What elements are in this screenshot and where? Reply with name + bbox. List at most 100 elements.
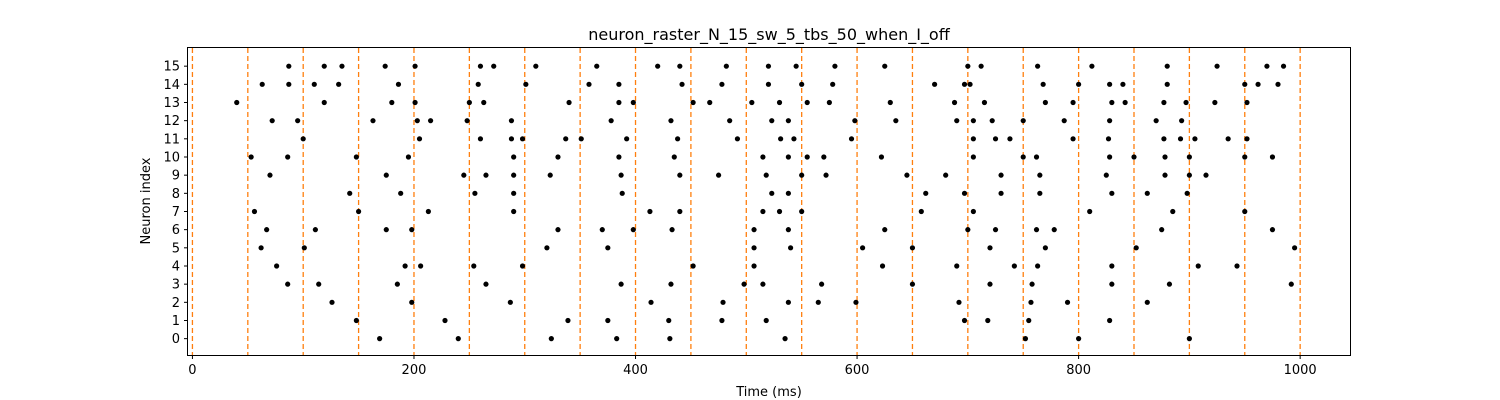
spike-point [264, 227, 270, 233]
spike-point [987, 245, 993, 251]
spike-point [776, 99, 783, 106]
spike-point [769, 190, 775, 196]
spike-point [970, 154, 976, 160]
spike-point [565, 317, 571, 324]
spike-point [690, 99, 696, 106]
spike-point [483, 172, 489, 178]
spike-point [491, 63, 497, 69]
spike-point [1070, 136, 1076, 142]
spike-point [1203, 172, 1209, 178]
spike-point [234, 99, 240, 106]
spike-point [321, 63, 327, 69]
spike-point [586, 81, 592, 87]
spike-point [619, 190, 625, 196]
y-tick-label: 15 [163, 60, 180, 75]
spike-point [511, 190, 517, 196]
spike-point [409, 227, 415, 233]
spike-point [1033, 154, 1040, 160]
spike-point [904, 172, 910, 178]
spike-point [799, 172, 805, 178]
spike-point [1107, 81, 1113, 87]
spike-point [630, 99, 636, 106]
y-tick-label: 9 [172, 169, 180, 184]
spike-point [823, 172, 829, 178]
spike-point [878, 154, 885, 160]
spike-point [785, 118, 791, 124]
spike-point [852, 118, 858, 124]
spike-point [412, 99, 418, 106]
spike-point [1269, 227, 1276, 233]
spike-point [295, 118, 301, 124]
spike-point [605, 245, 611, 251]
spike-point [987, 281, 993, 287]
spike-point [511, 154, 517, 160]
spike-point [799, 81, 805, 87]
spike-point [1020, 154, 1026, 160]
spike-point [763, 172, 769, 178]
spike-point [769, 118, 775, 124]
spike-point [961, 81, 968, 87]
spike-point [1162, 154, 1168, 160]
y-tick-label: 10 [163, 150, 180, 165]
spike-point [1159, 227, 1165, 233]
spike-point [666, 317, 672, 324]
spike-point [285, 281, 291, 287]
plot-frame [187, 47, 1351, 356]
spike-point [1042, 245, 1048, 251]
spike-point [1177, 136, 1184, 142]
spike-point [741, 281, 747, 287]
spike-point [918, 208, 924, 215]
spike-point [1212, 99, 1218, 106]
spike-point [544, 245, 550, 251]
spike-point [382, 63, 388, 69]
spike-point [998, 172, 1004, 178]
y-tick-label: 2 [172, 296, 180, 311]
spike-point [608, 118, 614, 124]
spike-point [1162, 172, 1168, 178]
spike-point [1089, 63, 1095, 69]
spike-point [1109, 281, 1115, 287]
spike-point [882, 227, 888, 233]
spike-point [1035, 63, 1041, 69]
spike-point [353, 154, 359, 160]
spike-point [566, 99, 572, 106]
spike-point [909, 281, 916, 287]
spike-point [251, 208, 258, 215]
spike-point [1255, 81, 1261, 87]
spike-point [932, 81, 938, 87]
spike-point [819, 281, 825, 287]
spike-point [893, 118, 899, 124]
y-axis-label: Neuron index [139, 157, 154, 244]
spike-point [765, 81, 772, 87]
spike-point [1242, 154, 1248, 160]
spike-point [760, 208, 766, 215]
spike-point [1076, 81, 1082, 87]
spike-point [1070, 99, 1076, 106]
spike-point [648, 299, 654, 305]
spike-point [785, 154, 791, 160]
spike-point [1269, 154, 1276, 160]
spike-point [791, 136, 797, 142]
spike-point [749, 99, 755, 106]
spike-point [1144, 190, 1150, 196]
spike-point [1051, 227, 1057, 233]
spike-point [1225, 136, 1231, 142]
spike-point [1166, 281, 1173, 287]
spike-point [1288, 281, 1294, 287]
spike-point [508, 118, 515, 124]
spike-point [418, 263, 424, 269]
spike-point [555, 227, 561, 233]
spike-point [679, 81, 685, 87]
spike-point [707, 99, 713, 106]
spike-point [442, 317, 448, 324]
spike-point [616, 81, 622, 87]
spike-points [234, 63, 1298, 342]
spike-point [1105, 136, 1112, 142]
spike-point [1161, 99, 1167, 106]
spike-point [355, 208, 362, 215]
spike-point [785, 227, 791, 233]
spike-point [409, 299, 415, 305]
spike-point [1275, 81, 1281, 87]
spike-point [511, 208, 517, 215]
spike-point [614, 336, 620, 342]
